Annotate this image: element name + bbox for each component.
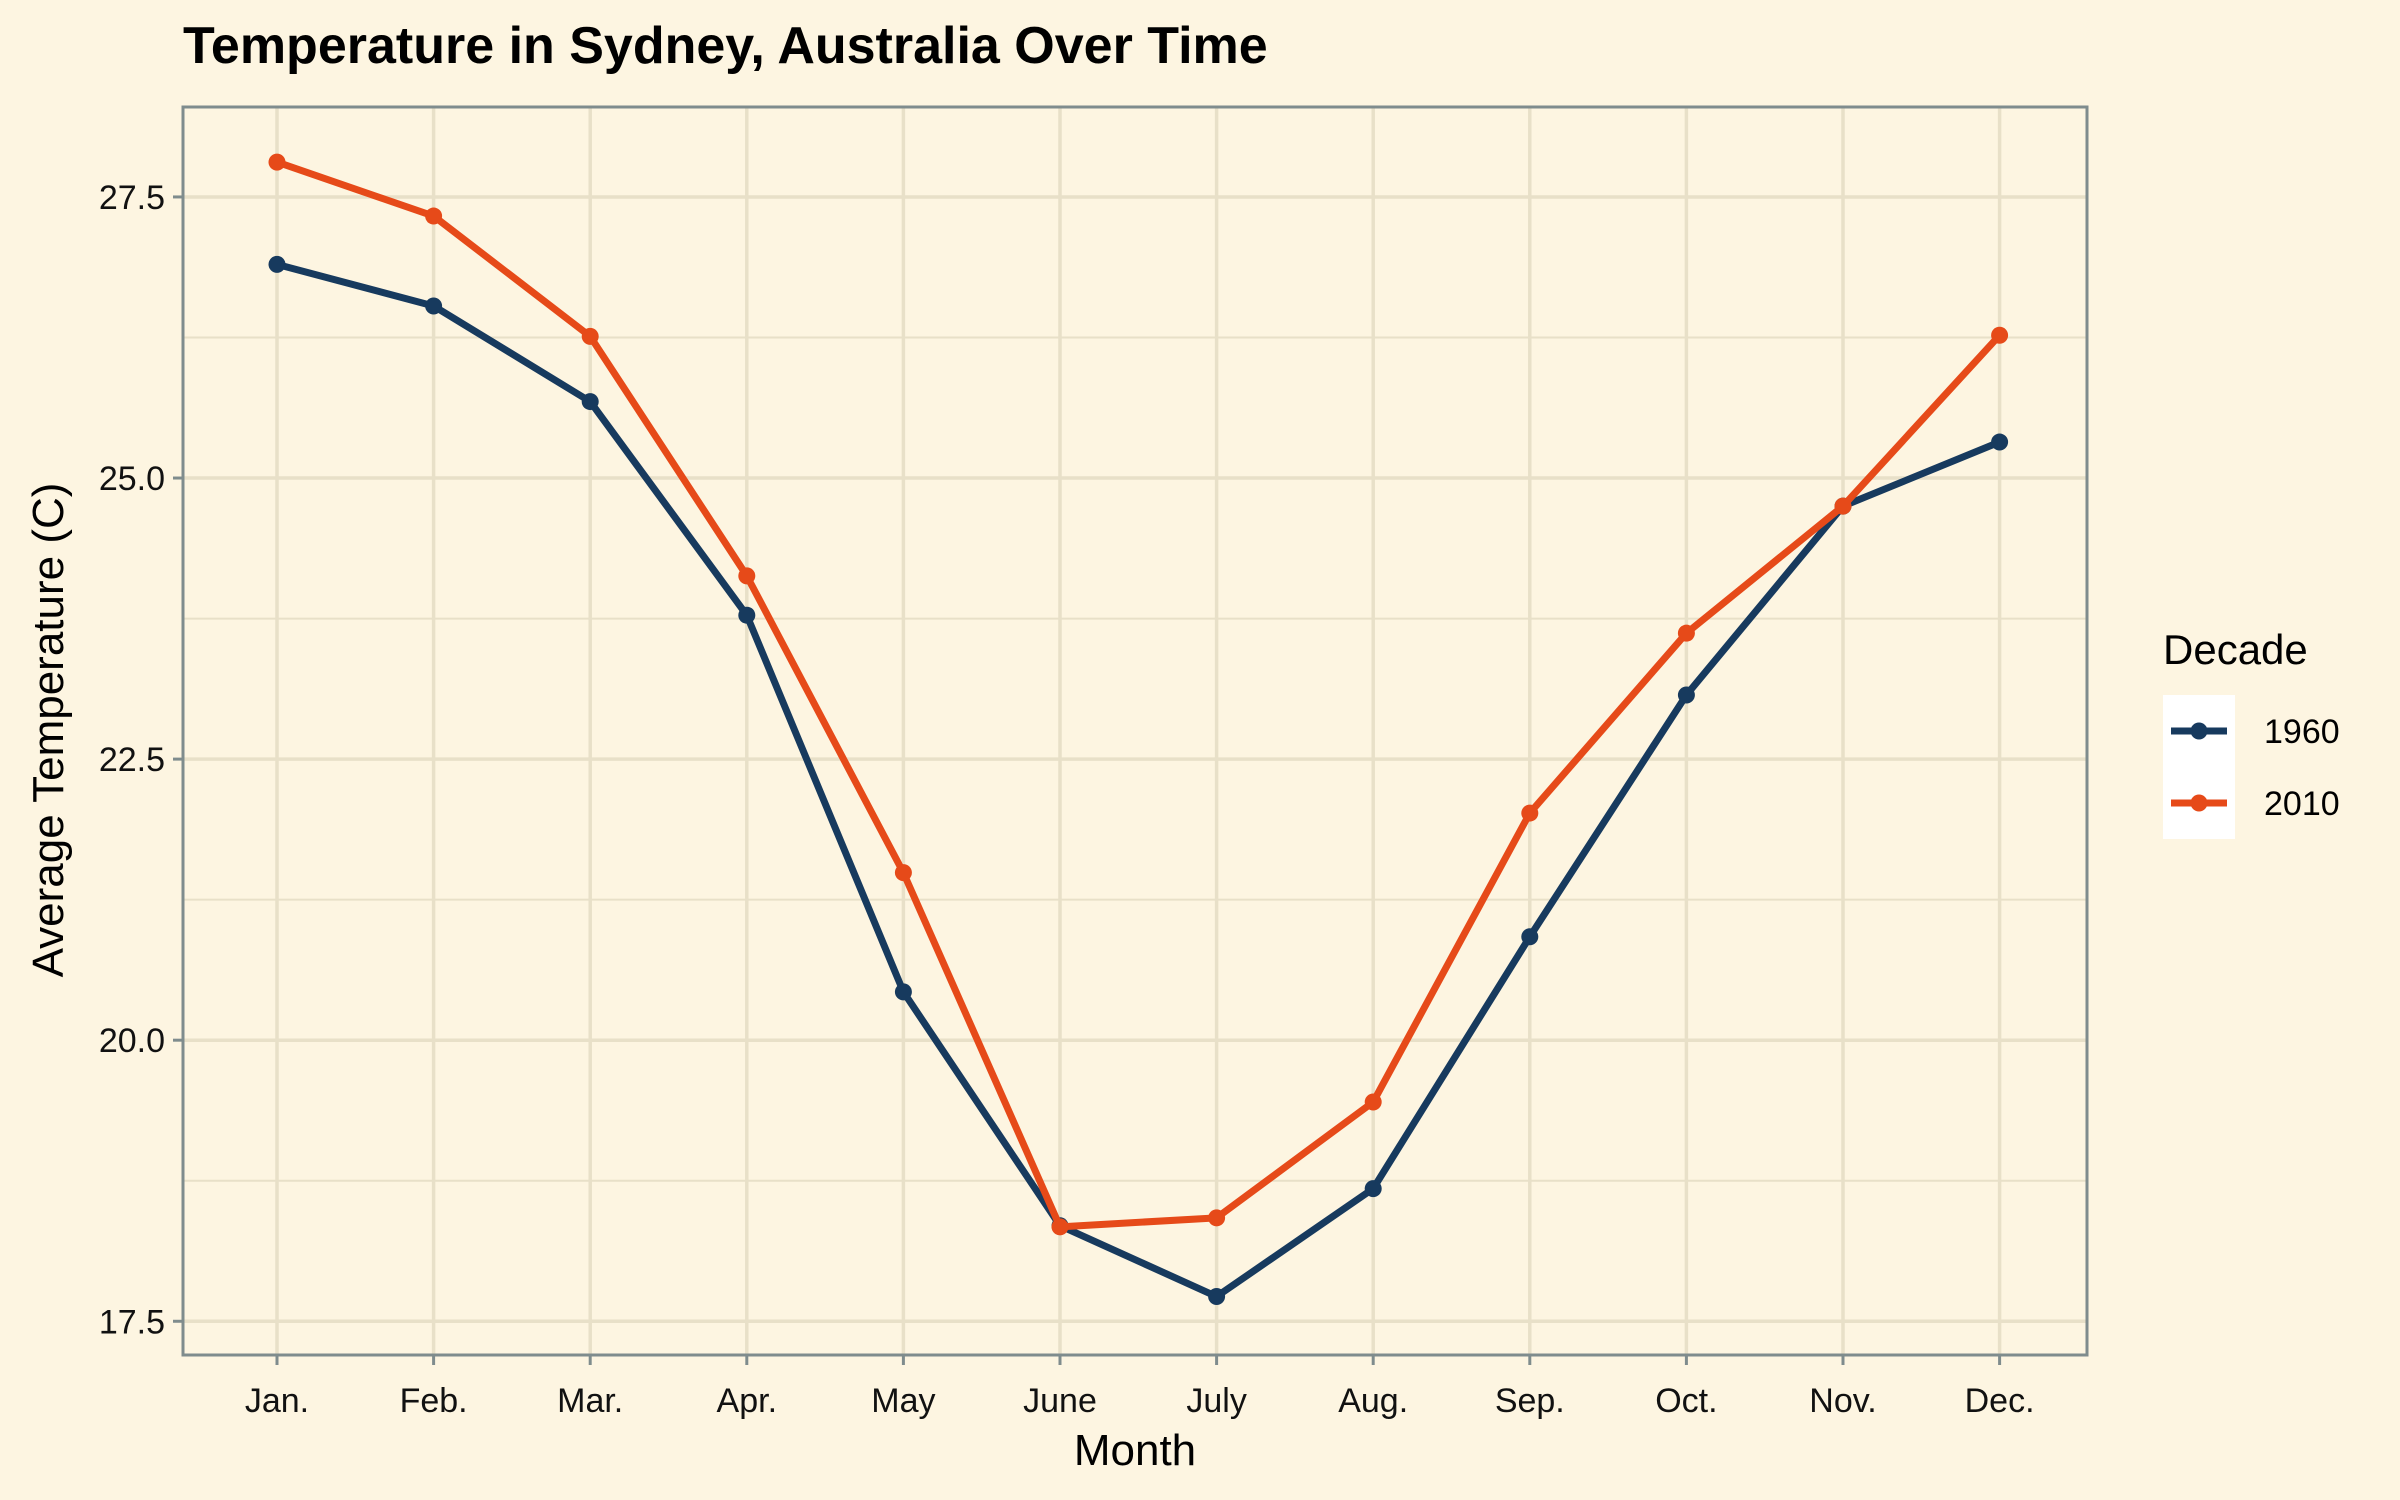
x-tick-label: June [1023, 1382, 1097, 1420]
data-point-1960 [1991, 433, 2009, 451]
series-line-2010 [273, 158, 2004, 1231]
x-tick-label: Oct. [1655, 1382, 1717, 1420]
x-tick-label: July [1186, 1382, 1246, 1420]
grid [183, 107, 2087, 1355]
data-point-1960 [1677, 686, 1695, 704]
legend-title: Decade [2163, 626, 2308, 673]
legend-key-point-2010 [2190, 794, 2208, 812]
data-point-2010 [1051, 1218, 1069, 1236]
plot-panel-border [181, 105, 2089, 1357]
data-point-2010 [1677, 624, 1695, 642]
legend: Decade 1960 2010 [2163, 626, 2340, 839]
x-tick-label: Jan. [245, 1382, 309, 1420]
y-tick-label: 22.5 [99, 741, 165, 779]
data-point-1960 [894, 983, 912, 1001]
data-point-2010 [1834, 497, 1852, 515]
series-2010 [268, 153, 2009, 1236]
x-tick-label: Dec. [1965, 1382, 2035, 1420]
x-tick-label: Mar. [557, 1382, 623, 1420]
y-axis-title: Average Temperature (C) [24, 483, 73, 978]
x-tick-label: Aug. [1338, 1382, 1408, 1420]
data-point-2010 [738, 567, 756, 585]
series-1960 [268, 255, 2009, 1306]
y-tick-label: 17.5 [99, 1303, 165, 1341]
data-point-2010 [1991, 326, 2009, 344]
x-tick-label: Nov. [1809, 1382, 1876, 1420]
x-tick-label: Sep. [1495, 1382, 1565, 1420]
data-point-1960 [1364, 1180, 1382, 1198]
series-layer [268, 153, 2009, 1306]
legend-label-2010: 2010 [2264, 785, 2340, 823]
x-tick-label: Apr. [717, 1382, 777, 1420]
tick-labels: 17.5 20.0 22.5 25.0 27.5 Jan. Feb. Mar. Apr. May J… [99, 179, 2035, 1420]
data-point-1960 [1521, 928, 1539, 946]
data-point-1960 [581, 393, 599, 411]
x-tick-label: May [871, 1382, 935, 1420]
y-tick-label: 25.0 [99, 460, 165, 498]
data-point-2010 [1521, 804, 1539, 822]
legend-items: 1960 2010 [2171, 713, 2340, 823]
data-point-2010 [1208, 1209, 1226, 1227]
legend-key-point-1960 [2190, 722, 2208, 740]
data-point-2010 [268, 153, 286, 171]
data-point-2010 [425, 207, 443, 225]
axes [173, 105, 2089, 1365]
legend-key-background [2163, 695, 2235, 839]
y-tick-label: 20.0 [99, 1022, 165, 1060]
x-axis-title: Month [1074, 1426, 1196, 1475]
legend-label-1960: 1960 [2264, 713, 2340, 751]
data-point-2010 [894, 864, 912, 882]
chart-title: Temperature in Sydney, Australia Over Ti… [183, 17, 1268, 75]
data-point-2010 [581, 327, 599, 345]
data-point-1960 [268, 255, 286, 273]
y-tick-label: 27.5 [99, 179, 165, 217]
series-line-1960 [273, 260, 2004, 1301]
data-point-1960 [1208, 1288, 1226, 1306]
x-tick-label: Feb. [400, 1382, 468, 1420]
data-point-2010 [1364, 1093, 1382, 1111]
data-point-1960 [425, 297, 443, 315]
data-point-1960 [738, 606, 756, 624]
